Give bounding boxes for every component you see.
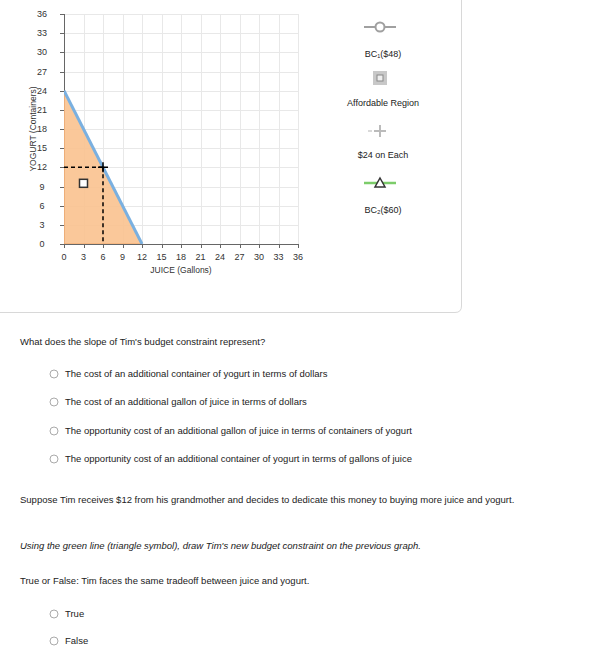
x-tick-label: 30 (254, 252, 264, 262)
y-tick-label: 6 (39, 201, 44, 211)
legend-icon (376, 23, 385, 32)
question-text: The cost of an additional container of y… (65, 368, 328, 379)
radio-button[interactable] (50, 427, 58, 435)
x-tick-label: 18 (176, 252, 186, 262)
x-axis (64, 244, 298, 245)
guide-v (102, 167, 104, 244)
y-tick (60, 110, 64, 111)
radio-button[interactable] (50, 455, 58, 463)
legend-label: $24 on Each (358, 150, 409, 160)
question-text: Suppose Tim receives $12 from his grandm… (20, 494, 514, 505)
y-tick (60, 225, 64, 226)
y-tick (60, 91, 64, 92)
affordable-area (64, 91, 142, 244)
y-tick-label: 24 (37, 86, 47, 96)
x-tick-label: 36 (293, 252, 303, 262)
x-tick-label: 9 (120, 252, 125, 262)
y-tick (60, 148, 64, 149)
legend-icon (377, 75, 383, 81)
plus-marker (98, 162, 108, 172)
legend-icon (374, 125, 386, 137)
y-grid (64, 91, 298, 92)
x-tick (298, 244, 299, 248)
x-tick-label: 21 (195, 252, 205, 262)
question-text: The opportunity cost of an additional ga… (65, 425, 412, 436)
y-axis-label: YOGURT (Containers) (28, 86, 38, 171)
radio-button[interactable] (50, 398, 58, 406)
y-tick-label: 30 (37, 47, 47, 57)
legend-label: BC₁($48) (365, 49, 402, 59)
y-tick-label: 12 (37, 162, 47, 172)
guide-h (64, 167, 103, 169)
y-tick (60, 14, 64, 15)
legend-icon (373, 71, 387, 85)
x-tick-label: 33 (273, 252, 283, 262)
y-grid (64, 52, 298, 53)
question-text: What does the slope of Tim's budget cons… (20, 336, 265, 347)
y-tick-label: 0 (39, 239, 44, 249)
y-tick (60, 244, 64, 245)
y-tick (60, 187, 64, 188)
question-text: True (65, 608, 84, 619)
question-text: The cost of an additional gallon of juic… (65, 396, 307, 407)
legend-label: Affordable Region (347, 98, 419, 108)
y-tick (60, 72, 64, 73)
square-marker (80, 179, 88, 187)
y-tick-label: 27 (37, 67, 47, 77)
legend-label: BC₂($60) (364, 205, 401, 215)
x-grid (298, 14, 299, 244)
panel-border (0, 0, 462, 313)
x-tick-label: 6 (100, 252, 105, 262)
y-tick-label: 21 (37, 105, 47, 115)
y-grid (64, 14, 298, 15)
y-grid (64, 148, 298, 149)
bc1-line (64, 91, 142, 244)
radio-button[interactable] (50, 610, 58, 618)
question-text: True or False: Tim faces the same tradeo… (20, 575, 309, 586)
question-text: The opportunity cost of an additional co… (65, 453, 412, 464)
x-tick-label: 24 (215, 252, 225, 262)
x-tick-label: 12 (137, 252, 147, 262)
question-text: Using the green line (triangle symbol), … (20, 540, 421, 551)
y-tick (60, 52, 64, 53)
y-grid (64, 244, 298, 245)
y-tick-label: 3 (39, 220, 44, 230)
x-tick-label: 15 (156, 252, 166, 262)
y-grid (64, 72, 298, 73)
plot-area (64, 91, 142, 244)
y-tick (60, 129, 64, 130)
y-grid (64, 110, 298, 111)
y-tick-label: 36 (37, 9, 47, 19)
y-grid (64, 33, 298, 34)
legend-icon (368, 130, 372, 132)
y-tick-label: 18 (37, 124, 47, 134)
x-tick-label: 0 (61, 252, 66, 262)
x-axis-label: JUICE (Gallons) (150, 265, 212, 275)
y-tick-label: 33 (37, 28, 47, 38)
radio-button[interactable] (50, 370, 58, 378)
x-tick-label: 27 (234, 252, 244, 262)
x-tick-label: 3 (81, 252, 86, 262)
question-text: False (65, 635, 88, 646)
radio-button[interactable] (50, 637, 58, 645)
y-tick (60, 33, 64, 34)
y-tick-label: 9 (39, 182, 44, 192)
legend-icon (375, 178, 385, 187)
y-grid (64, 129, 298, 130)
y-tick (60, 167, 64, 168)
y-tick-label: 15 (37, 143, 47, 153)
page: 0369121518212427303336036912151821242730… (0, 0, 594, 655)
y-tick (60, 206, 64, 207)
